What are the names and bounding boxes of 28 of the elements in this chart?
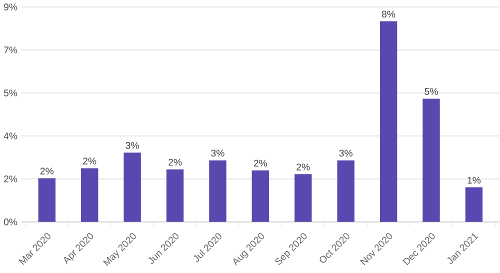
y-tick-label: 4%: [4, 132, 18, 140]
y-tick-label: 9%: [4, 4, 18, 10]
y-tick-label: 0%: [4, 218, 18, 226]
bar: [38, 178, 56, 222]
data-label: 3%: [126, 142, 139, 149]
y-tick-label: 5%: [4, 90, 18, 96]
y-tick-label: 2%: [4, 176, 18, 182]
bar: [422, 98, 440, 222]
bar: [294, 174, 312, 222]
data-label: 2%: [168, 158, 182, 166]
data-label: 2%: [83, 158, 96, 164]
data-label: 5%: [424, 88, 438, 95]
data-label: 2%: [40, 168, 54, 174]
data-label: 2%: [296, 164, 310, 170]
bar: [124, 152, 141, 222]
y-tick-label: 7%: [4, 46, 18, 54]
data-label: 3%: [339, 150, 352, 157]
bar: [166, 169, 184, 222]
bar: [380, 21, 398, 222]
bar: [209, 160, 226, 222]
data-label: 8%: [382, 10, 396, 18]
data-label: 3%: [211, 150, 224, 157]
bar: [252, 170, 270, 222]
bar: [337, 160, 354, 222]
data-label: 2%: [254, 160, 268, 167]
data-label: 1%: [468, 176, 481, 184]
bar: [81, 168, 98, 222]
bar: [465, 187, 483, 222]
